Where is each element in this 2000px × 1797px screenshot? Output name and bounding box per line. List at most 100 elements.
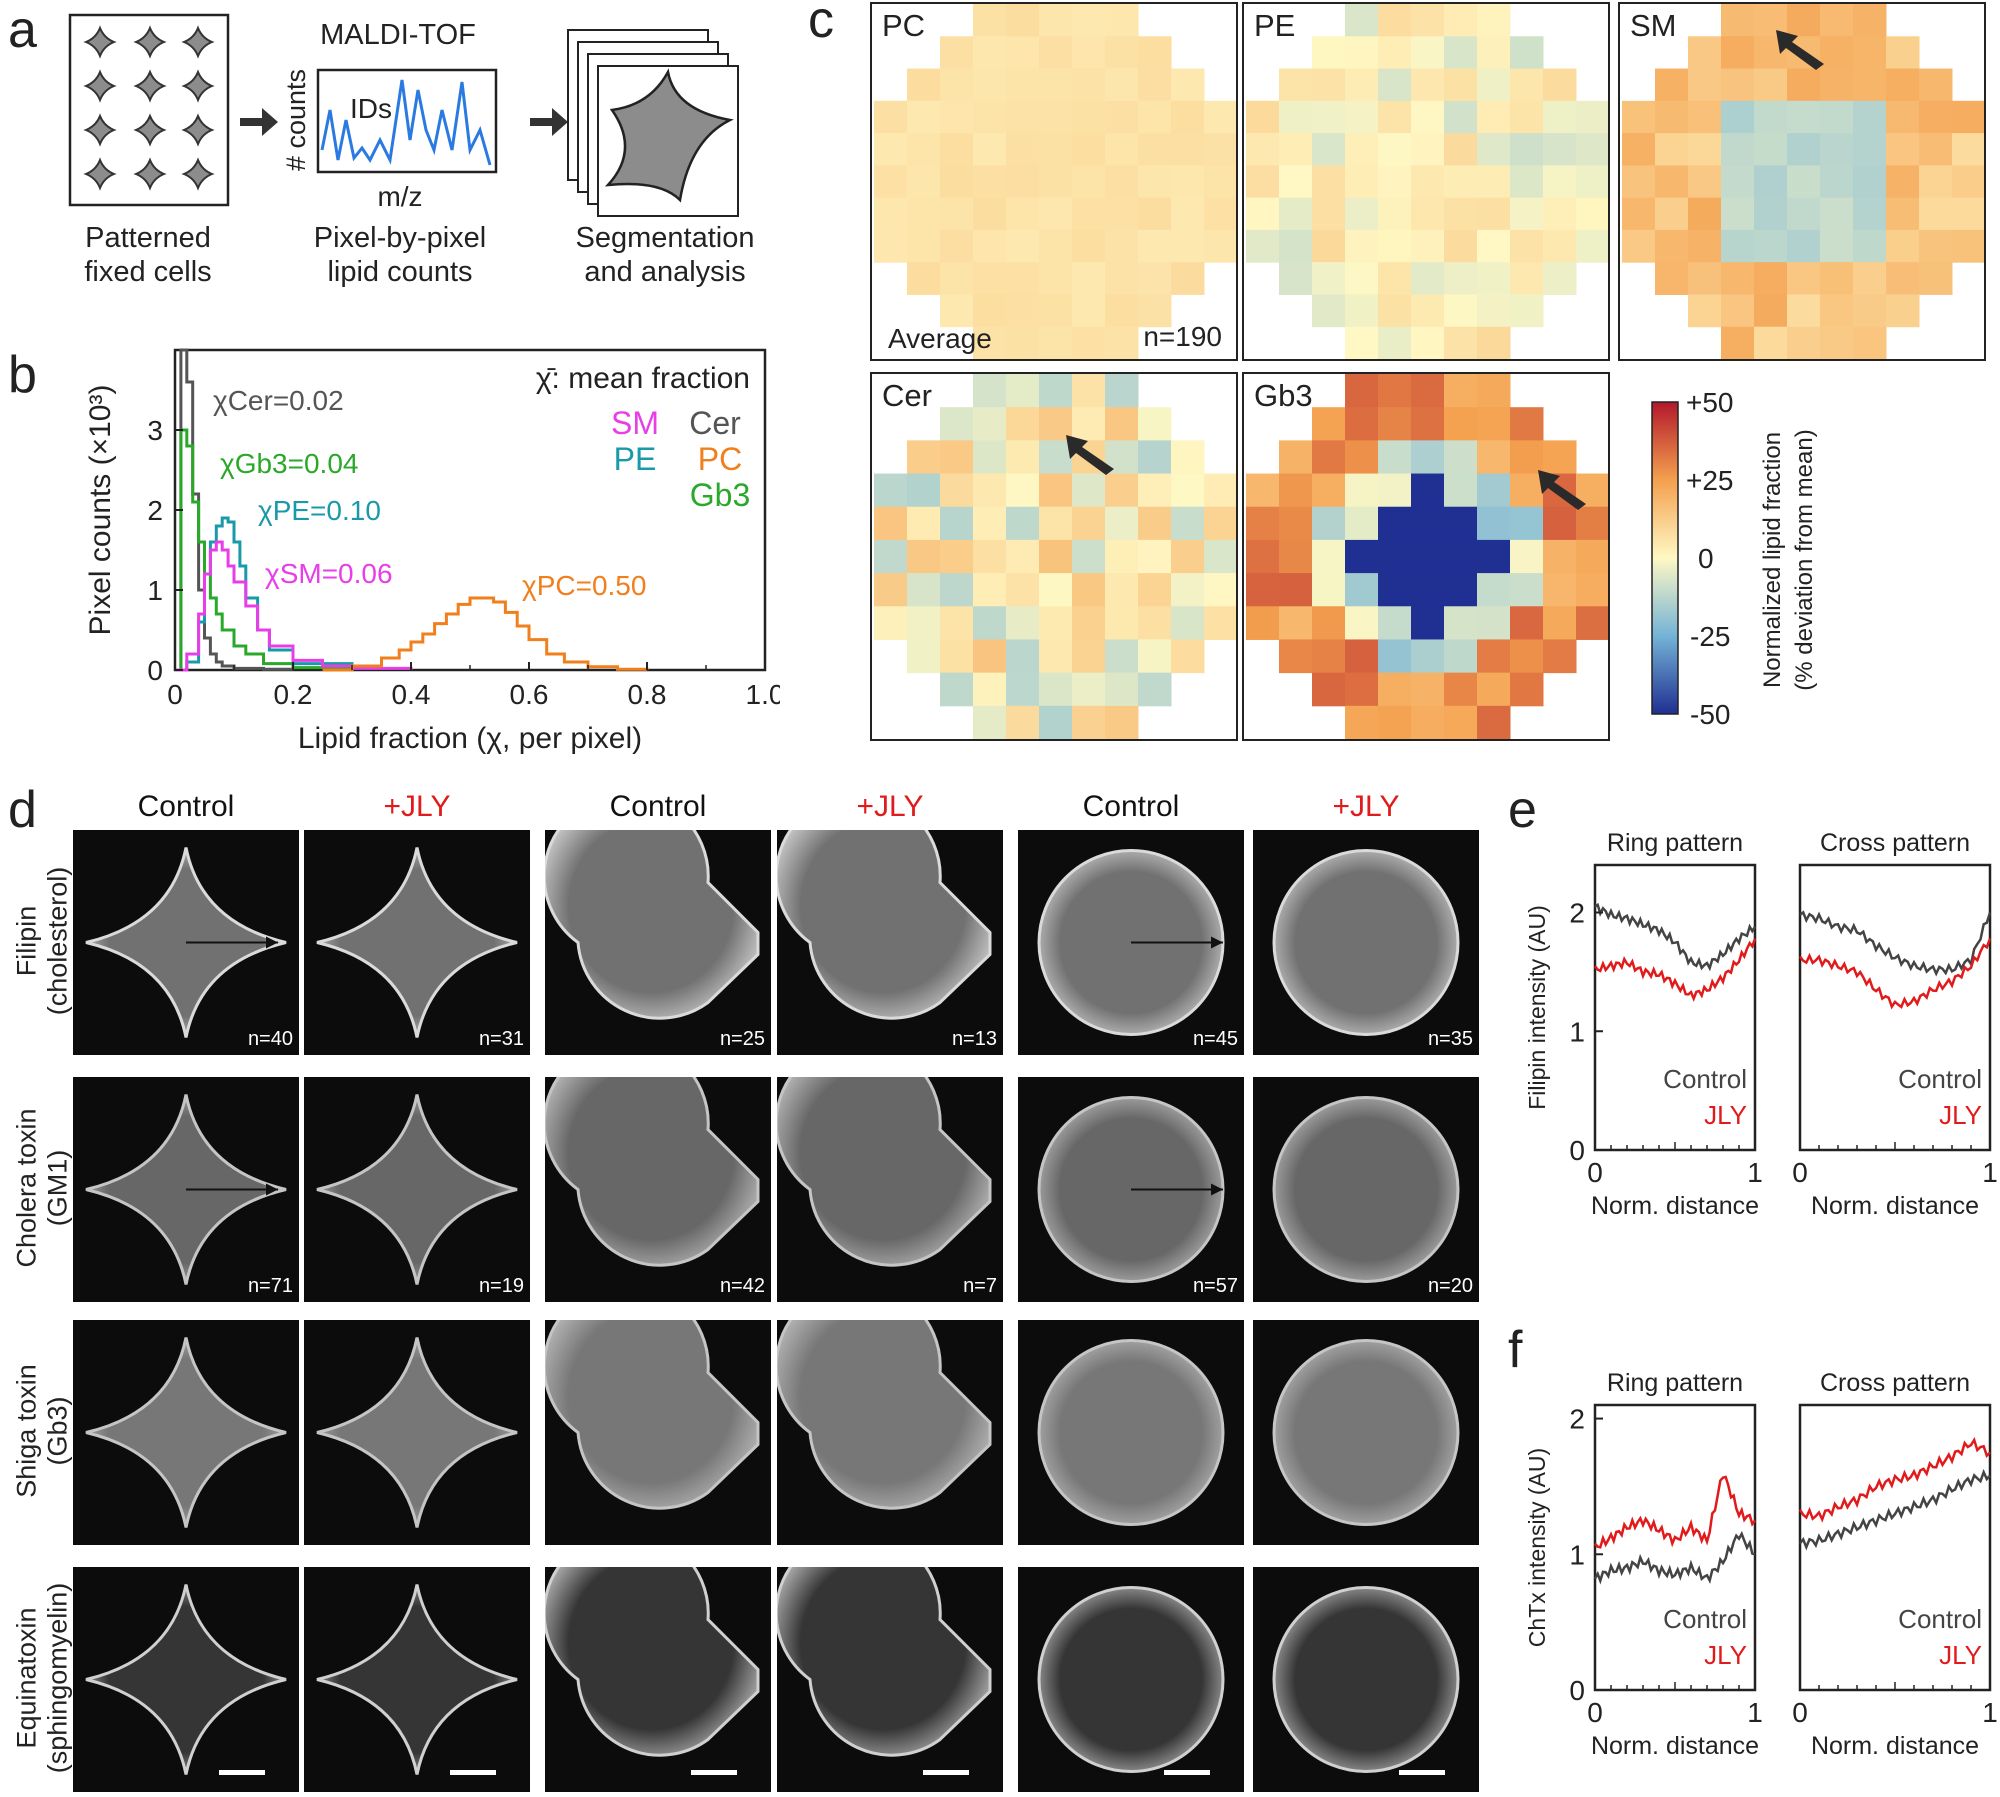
- heatmap-cell: [1072, 197, 1106, 231]
- heatmap-cell: [1312, 539, 1346, 574]
- heatmap-cell: [1312, 262, 1346, 295]
- heatmap-cell: [1204, 539, 1238, 574]
- heatmap-cell: [1138, 165, 1172, 199]
- heatmap-cell: [1477, 165, 1511, 199]
- micrograph: n=71: [73, 1077, 299, 1302]
- heatmap-cell: [907, 606, 941, 640]
- heatmap-cell: [1820, 36, 1854, 70]
- heatmap-cell: [1444, 705, 1478, 740]
- heatmap-cell: [1411, 294, 1445, 328]
- col-header-5: +JLY: [1332, 790, 1400, 823]
- y-tick-label: 1: [1569, 1016, 1585, 1047]
- heatmap-cell: [1171, 573, 1205, 607]
- row-label-sub: (sphingomyelin): [42, 1582, 73, 1774]
- heatmap-cell: [1072, 4, 1106, 37]
- heatmap-cell: [1886, 68, 1920, 102]
- heatmap-cell: [1345, 539, 1379, 574]
- heatmap-cell: [940, 100, 974, 134]
- heatmap-cell: [1378, 100, 1412, 134]
- heatmap-cell: [1477, 294, 1511, 328]
- x-tick-label: 0.4: [392, 679, 431, 710]
- heatmap-cell: [1072, 133, 1106, 166]
- heatmap-cell: [1171, 229, 1205, 263]
- n-count: n=25: [719, 1028, 765, 1050]
- cell-shape: [545, 1077, 760, 1267]
- n-count: n=42: [719, 1275, 765, 1297]
- heatmap-cell: [874, 506, 908, 541]
- cell-shape: [85, 1337, 287, 1528]
- heatmap-cell: [1246, 229, 1280, 263]
- heatmap-cell: [1345, 440, 1379, 475]
- heatmap-cell: [1138, 573, 1172, 607]
- heatmap-cell: [1411, 672, 1445, 707]
- heatmap-cell: [1072, 573, 1106, 607]
- counts-label: # counts: [281, 69, 311, 171]
- micrograph: n=25: [545, 830, 771, 1055]
- heatmap-cell: [1072, 539, 1106, 574]
- y-tick-label: 0: [1569, 1675, 1585, 1706]
- heatmap-cell: [1246, 573, 1280, 607]
- heatmap-cell: [1477, 100, 1511, 134]
- heatmap-cell: [1820, 262, 1854, 295]
- x-tick-label: 0: [167, 679, 183, 710]
- heatmap-cell: [1688, 294, 1722, 328]
- row-label-main: Filipin: [11, 905, 42, 977]
- heatmap-cell: [1378, 4, 1412, 37]
- heatmap-cell: [1444, 229, 1478, 263]
- heatmap-cell: [1378, 262, 1412, 295]
- heatmap-cell: [973, 539, 1007, 574]
- heatmap-cell: [1820, 4, 1854, 37]
- heatmap-cell: [907, 262, 941, 295]
- heatmap-pc-n: n=190: [1143, 321, 1222, 352]
- legend-pe: PE: [614, 441, 657, 477]
- heatmap-cell: [1006, 229, 1040, 263]
- heatmap-cell: [1138, 100, 1172, 134]
- heatmap-cell: [1444, 36, 1478, 70]
- micrograph: [304, 1320, 530, 1545]
- heatmap-cell: [1246, 506, 1280, 541]
- heatmap-cell: [1576, 100, 1610, 134]
- heatmap-cell: [973, 100, 1007, 134]
- heatmap-cell: [1312, 506, 1346, 541]
- heatmap-cell: [940, 36, 974, 70]
- heatmap-cell: [1576, 539, 1610, 574]
- heatmap-cell: [1138, 639, 1172, 674]
- micrograph: [545, 1320, 771, 1545]
- micrograph: n=19: [304, 1077, 530, 1302]
- heatmap-cell: [1378, 229, 1412, 263]
- heatmap-cell: [1204, 165, 1238, 199]
- heatmap-cell: [1688, 133, 1722, 166]
- heatmap-cell: [1378, 407, 1412, 441]
- heatmap-cell: [1721, 229, 1755, 263]
- heatmap-cell: [1543, 100, 1577, 134]
- heatmap-cell: [1039, 639, 1073, 674]
- legend-jly: JLY: [1939, 1100, 1982, 1130]
- heatmap-cell: [1952, 133, 1986, 166]
- heatmap-cell: [1006, 262, 1040, 295]
- cell-shape: [1272, 849, 1460, 1036]
- heatmap-cell: [1312, 36, 1346, 70]
- heatmap-cell: [1171, 639, 1205, 674]
- heatmap-cell: [1411, 506, 1445, 541]
- heatmap-cell: [1345, 705, 1379, 740]
- heatmap-cell: [1279, 197, 1313, 231]
- heatmap-cell: [1952, 197, 1986, 231]
- series-control: [1799, 910, 1992, 977]
- x-tick-label: 0.8: [628, 679, 667, 710]
- heatmap-cell: [973, 133, 1007, 166]
- heatmap-cell: [1510, 440, 1544, 475]
- heatmap-cell: [1919, 229, 1953, 263]
- heatmap-cell: [973, 705, 1007, 740]
- heatmap-cell: [907, 165, 941, 199]
- heatmap-cell: [874, 573, 908, 607]
- heatmap-cell: [1576, 573, 1610, 607]
- heatmap-cell: [1378, 197, 1412, 231]
- heatmap-cell: [973, 606, 1007, 640]
- heatmap-cell: [1444, 606, 1478, 640]
- heatmap-cell: [1543, 606, 1577, 640]
- heatmap-cell: [1444, 573, 1478, 607]
- micrograph: n=40: [73, 830, 299, 1055]
- y-tick-label: 3: [147, 415, 163, 446]
- n-count: n=35: [1427, 1028, 1473, 1050]
- heatmap-cell: [1411, 573, 1445, 607]
